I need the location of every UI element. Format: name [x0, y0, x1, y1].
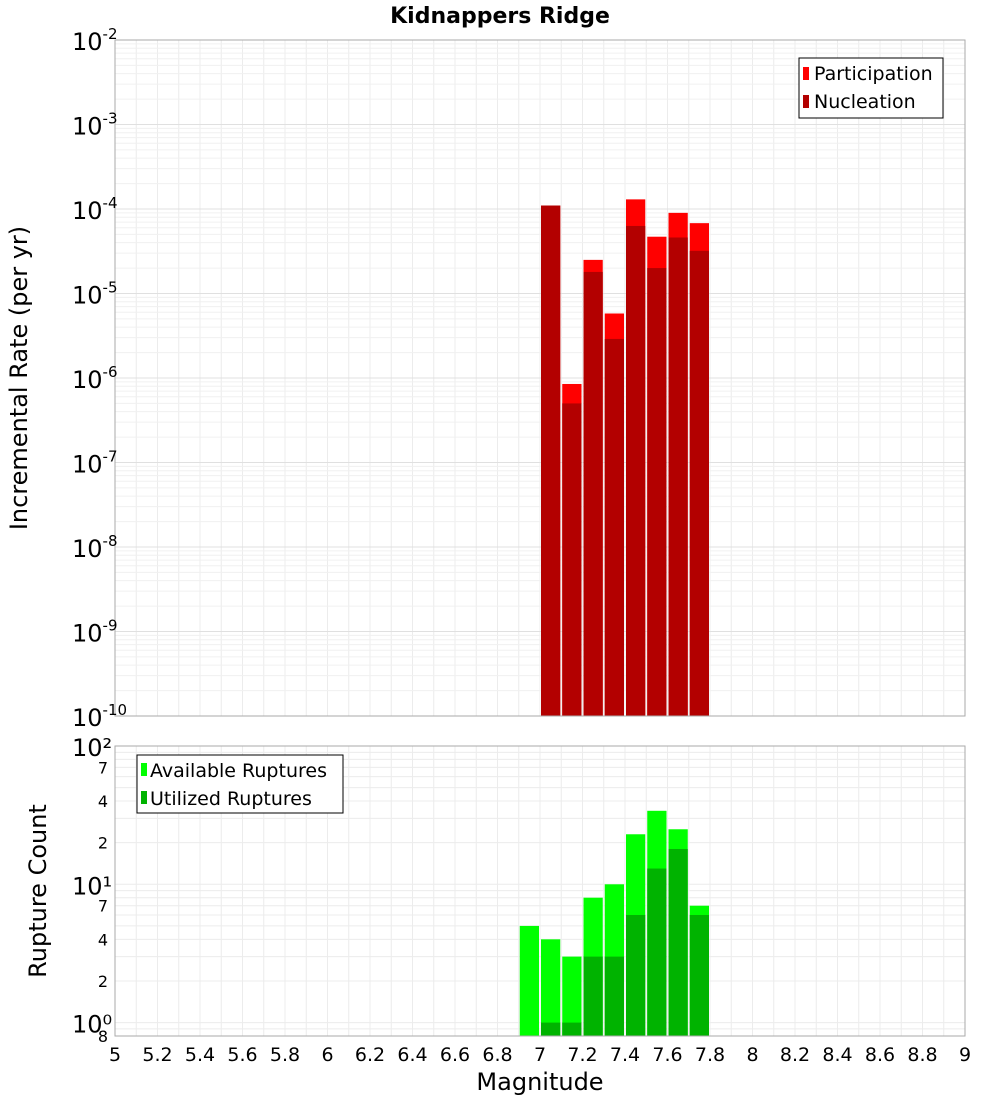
- bottom-y-ticks: 10⁰ 10¹ 10² 8 2 4 7 2 4 7: [72, 734, 112, 1046]
- x-tick-label: 9: [959, 1044, 971, 1066]
- x-tick-label: 8.4: [822, 1044, 852, 1066]
- top-legend-box: [798, 57, 944, 119]
- bar-utilized: [689, 914, 709, 1036]
- x-tick-label: 5.4: [185, 1044, 215, 1066]
- top-y-label: Incremental Rate (per yr): [5, 226, 33, 530]
- top-y-tick-label: 10-3: [72, 110, 118, 141]
- bottom-minor-tick-label: 8: [98, 1027, 108, 1046]
- bottom-panel: 10⁰ 10¹ 10² 8 2 4 7 2 4 7 Rupture Count 5 5.2 5.4 5.…: [24, 734, 971, 1096]
- bottom-bars: [519, 810, 709, 1036]
- top-y-tick-label: 10-9: [72, 617, 118, 648]
- top-y-tick-label: 10-2: [72, 25, 118, 56]
- bottom-y-tick-label: 10²: [72, 734, 112, 762]
- bar-utilized: [562, 1022, 582, 1036]
- legend-label-participation: Participation: [814, 63, 933, 85]
- bar-utilized: [647, 868, 667, 1036]
- bar-nucleation: [562, 403, 582, 716]
- x-tick-label: 7.6: [652, 1044, 682, 1066]
- x-tick-label: 7: [534, 1044, 546, 1066]
- legend-label-available: Available Ruptures: [150, 760, 327, 782]
- x-tick-label: 5.2: [142, 1044, 172, 1066]
- x-axis-label: Magnitude: [476, 1068, 603, 1096]
- x-tick-label: 8.6: [865, 1044, 895, 1066]
- bar-available: [519, 925, 539, 1036]
- bottom-y-label: Rupture Count: [24, 804, 52, 978]
- legend-swatch-participation: [803, 67, 809, 80]
- bar-nucleation: [626, 225, 646, 716]
- x-tick-label: 8.2: [780, 1044, 810, 1066]
- bottom-minor-tick-label: 7: [98, 897, 108, 916]
- x-tick-label: 7.8: [695, 1044, 725, 1066]
- bottom-minor-tick-label: 2: [98, 972, 108, 991]
- x-tick-label: 8.8: [907, 1044, 937, 1066]
- top-y-tick-label: 10-7: [72, 448, 118, 479]
- legend-swatch-utilized: [141, 791, 147, 804]
- bar-nucleation: [541, 205, 561, 716]
- legend-label-nucleation: Nucleation: [814, 91, 916, 113]
- x-tick-label: 6.8: [482, 1044, 512, 1066]
- x-tick-label: 7.2: [567, 1044, 597, 1066]
- bottom-minor-tick-label: 2: [98, 834, 108, 853]
- x-tick-label: 6: [321, 1044, 333, 1066]
- x-tick-label: 5.8: [270, 1044, 300, 1066]
- bottom-minor-tick-label: 4: [98, 792, 108, 811]
- bottom-minor-tick-label: 7: [98, 758, 108, 777]
- top-y-tick-label: 10-10: [72, 701, 127, 732]
- top-y-tick-label: 10-8: [72, 532, 118, 563]
- x-tick-label: 5.6: [227, 1044, 257, 1066]
- bottom-minor-tick-label: 4: [98, 930, 108, 949]
- x-tick-label: 5: [109, 1044, 121, 1066]
- bottom-legend: Available Ruptures Utilized Ruptures: [136, 754, 344, 814]
- bar-utilized: [668, 848, 688, 1036]
- x-tick-label: 7.4: [610, 1044, 640, 1066]
- bar-utilized: [541, 1022, 561, 1036]
- bar-utilized: [604, 956, 624, 1036]
- top-y-ticks: 10-10 10-9 10-8 10-7 10-6 10-5 10-4 10-3 10-2: [72, 25, 127, 732]
- x-tick-label: 6.2: [355, 1044, 385, 1066]
- x-ticks: 5 5.2 5.4 5.6 5.8 6 6.2 6.4 6.6 6.8 7 7.2 7.4 7.6 7.8 8…: [109, 1044, 971, 1066]
- bottom-y-tick-label: 10¹: [72, 872, 112, 900]
- legend-swatch-available: [141, 763, 147, 776]
- legend-label-utilized: Utilized Ruptures: [150, 788, 312, 810]
- bar-utilized: [583, 956, 603, 1036]
- x-tick-label: 8: [746, 1044, 758, 1066]
- top-bars: [541, 199, 709, 717]
- top-plot-border: [114, 39, 966, 717]
- x-tick-label: 6.4: [397, 1044, 427, 1066]
- bottom-y-tick-label: 10⁰: [72, 1011, 112, 1039]
- bar-available: [562, 956, 582, 1036]
- bar-utilized: [626, 914, 646, 1036]
- bar-nucleation: [583, 271, 603, 716]
- top-y-tick-label: 10-5: [72, 279, 118, 310]
- legend-swatch-nucleation: [803, 95, 809, 108]
- bottom-plot-border: [114, 745, 966, 1037]
- top-y-tick-label: 10-4: [72, 194, 118, 225]
- chart-title: Kidnappers Ridge: [390, 4, 610, 29]
- bar-nucleation: [668, 237, 688, 717]
- bar-nucleation: [604, 338, 624, 716]
- top-y-tick-label: 10-6: [72, 363, 118, 394]
- top-panel: 10-10 10-9 10-8 10-7 10-6 10-5 10-4 10-3 10-2 In…: [5, 25, 966, 732]
- top-legend: Participation Nucleation: [798, 57, 944, 119]
- x-tick-label: 6.6: [440, 1044, 470, 1066]
- bar-nucleation: [689, 250, 709, 716]
- bar-nucleation: [647, 268, 667, 716]
- bottom-legend-box: [136, 754, 344, 814]
- top-gridlines: [114, 40, 966, 717]
- bar-available: [541, 939, 561, 1036]
